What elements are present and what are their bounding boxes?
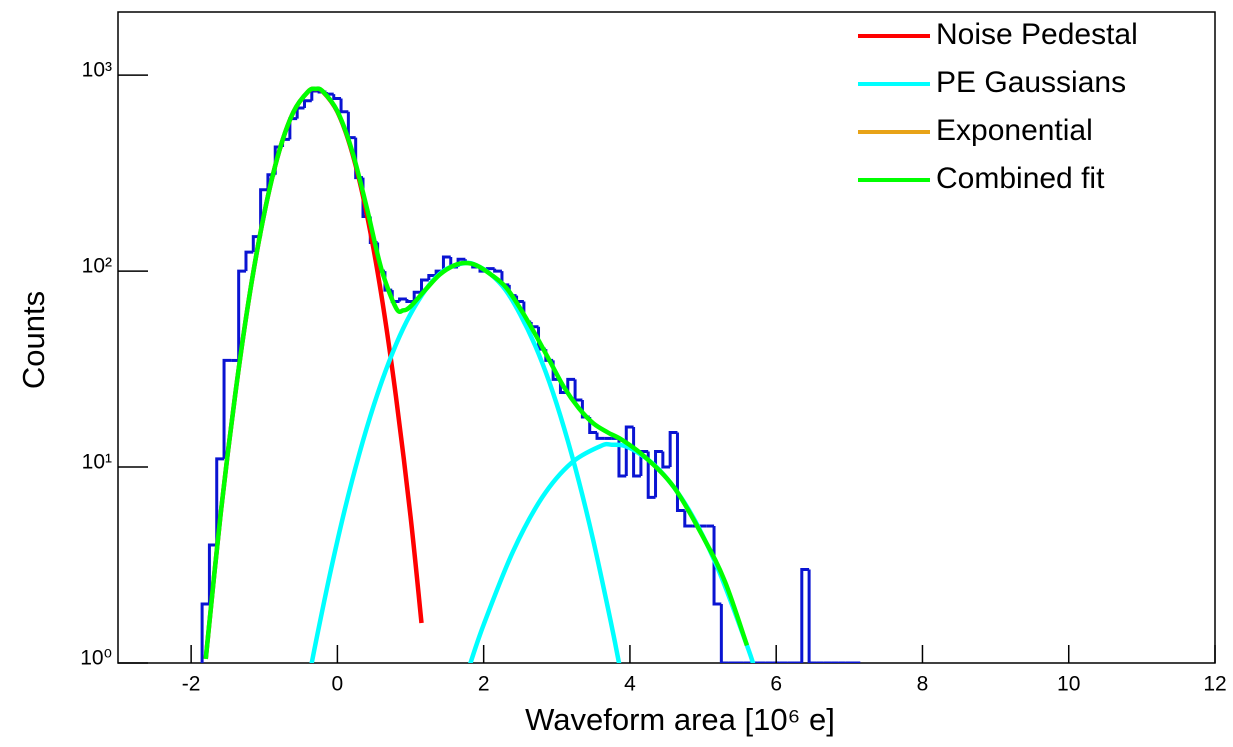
y-tick-label: 10² — [82, 255, 112, 278]
histogram-bin — [617, 438, 627, 478]
histogram-bin — [339, 98, 349, 114]
x-tick-label: 0 — [332, 673, 344, 696]
histogram-bin — [661, 451, 671, 469]
histogram-bin — [200, 602, 210, 663]
y-axis-title: Counts — [16, 291, 51, 389]
histogram-bin — [807, 569, 817, 663]
histogram-bin — [654, 450, 663, 498]
histogram-bin — [624, 425, 634, 477]
histogram-bin — [427, 273, 437, 281]
histogram-bin — [668, 431, 678, 468]
histogram-bin — [222, 358, 232, 459]
y-tick-label: 10¹ — [82, 451, 112, 474]
y-tick-label: 10³ — [82, 59, 112, 82]
legend-label: Combined fit — [936, 162, 1105, 195]
legend-label: Exponential — [936, 114, 1093, 147]
x-tick-label: 8 — [917, 673, 929, 696]
histogram-bin — [346, 111, 356, 140]
x-tick-label: 2 — [478, 673, 490, 696]
x-tick-label: 6 — [770, 673, 782, 696]
fit-curve — [309, 260, 622, 663]
histogram-bin — [566, 377, 576, 393]
histogram-bin — [237, 269, 246, 361]
histogram-bin — [405, 299, 415, 303]
histogram-bin — [420, 278, 429, 293]
histogram-bin — [215, 457, 225, 546]
x-axis-title: Waveform area [10⁶ e] — [525, 702, 835, 737]
histogram-bin — [398, 297, 407, 302]
histogram-bin — [295, 106, 305, 119]
x-tick-label: 4 — [624, 673, 636, 696]
legend-label: PE Gaussians — [936, 66, 1126, 99]
plot-frame — [117, 11, 1216, 664]
histogram-bin — [302, 99, 312, 108]
x-tick-label: 10 — [1057, 673, 1080, 696]
histogram-bin — [712, 526, 722, 606]
histogram-bin — [646, 451, 656, 499]
histogram-bin — [595, 432, 605, 440]
histogram-bin — [573, 379, 583, 402]
histogram-bin — [675, 432, 685, 513]
histogram-bin — [441, 255, 451, 272]
x-tick-label: -2 — [182, 673, 201, 696]
histogram-bin — [632, 427, 641, 478]
histogram-bin — [412, 290, 422, 302]
histogram-bin — [332, 94, 342, 100]
histogram-bin — [683, 510, 693, 528]
fit-curve — [203, 86, 750, 660]
histogram-bin — [244, 250, 254, 272]
histogram-bin — [207, 543, 217, 605]
histogram-bin — [800, 568, 810, 663]
legend-label: Noise Pedestal — [936, 18, 1138, 51]
histogram-bin — [493, 268, 502, 273]
y-tick-label: 10⁰ — [80, 647, 112, 670]
histogram-bin — [719, 604, 729, 663]
plot-area — [200, 86, 861, 663]
x-tick-label: 12 — [1203, 673, 1226, 696]
